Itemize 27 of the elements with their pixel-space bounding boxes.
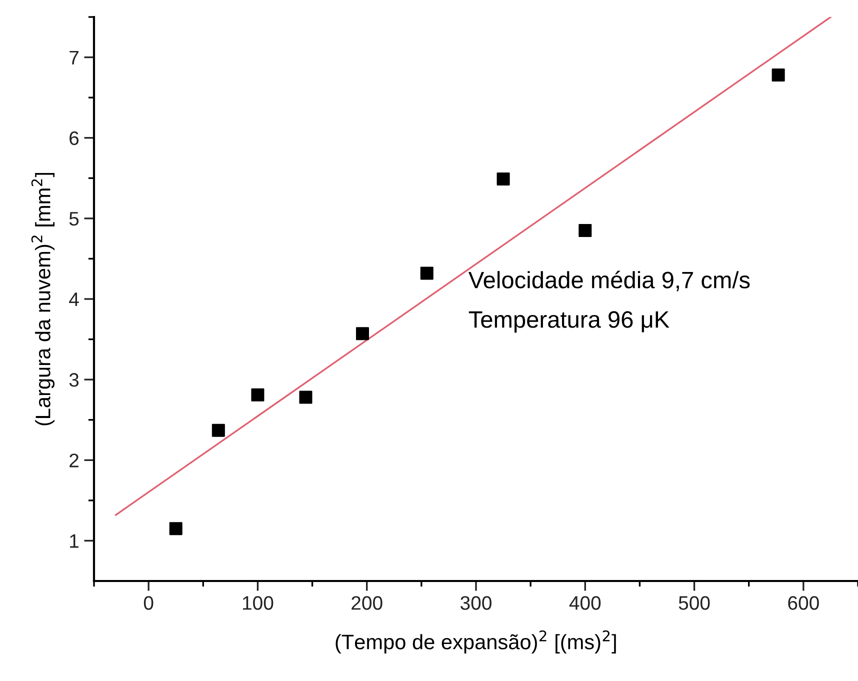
point xyxy=(169,522,182,536)
point xyxy=(772,68,785,82)
point xyxy=(299,390,312,404)
x-tick-label: 500 xyxy=(678,596,710,610)
x-tick-label: 600 xyxy=(788,596,819,610)
x-tick-label: 200 xyxy=(352,596,382,610)
y-tick-label: 2 xyxy=(70,454,78,468)
point xyxy=(251,388,264,402)
y-tick-label: 3 xyxy=(69,373,79,387)
x-tick-label: 300 xyxy=(460,596,492,610)
point xyxy=(420,266,434,280)
annotation: Temperatura 96 μK xyxy=(468,311,670,333)
x-tick-label: 400 xyxy=(569,596,601,610)
point xyxy=(578,224,592,238)
x-tick-label: 100 xyxy=(242,596,274,610)
y-tick-label: 6 xyxy=(70,131,79,146)
y-tick-label: 1 xyxy=(70,534,78,548)
annotation: Velocidade média 9,7 cm/s xyxy=(468,270,750,292)
y-tick-label: 4 xyxy=(69,292,79,306)
x-tick-label: 0 xyxy=(144,596,154,610)
point xyxy=(496,172,510,186)
y-tick-label: 5 xyxy=(69,212,79,226)
y-tick-label: 7 xyxy=(70,50,78,64)
point xyxy=(212,424,225,437)
y-axis-title: (Largura da nuvem)$^{2}$ [mm$^{2}$] xyxy=(31,172,55,426)
point xyxy=(356,327,369,340)
x-axis-title: (Tempo de expansão)$^{2}$ [(ms)$^{2}$] xyxy=(336,630,616,654)
